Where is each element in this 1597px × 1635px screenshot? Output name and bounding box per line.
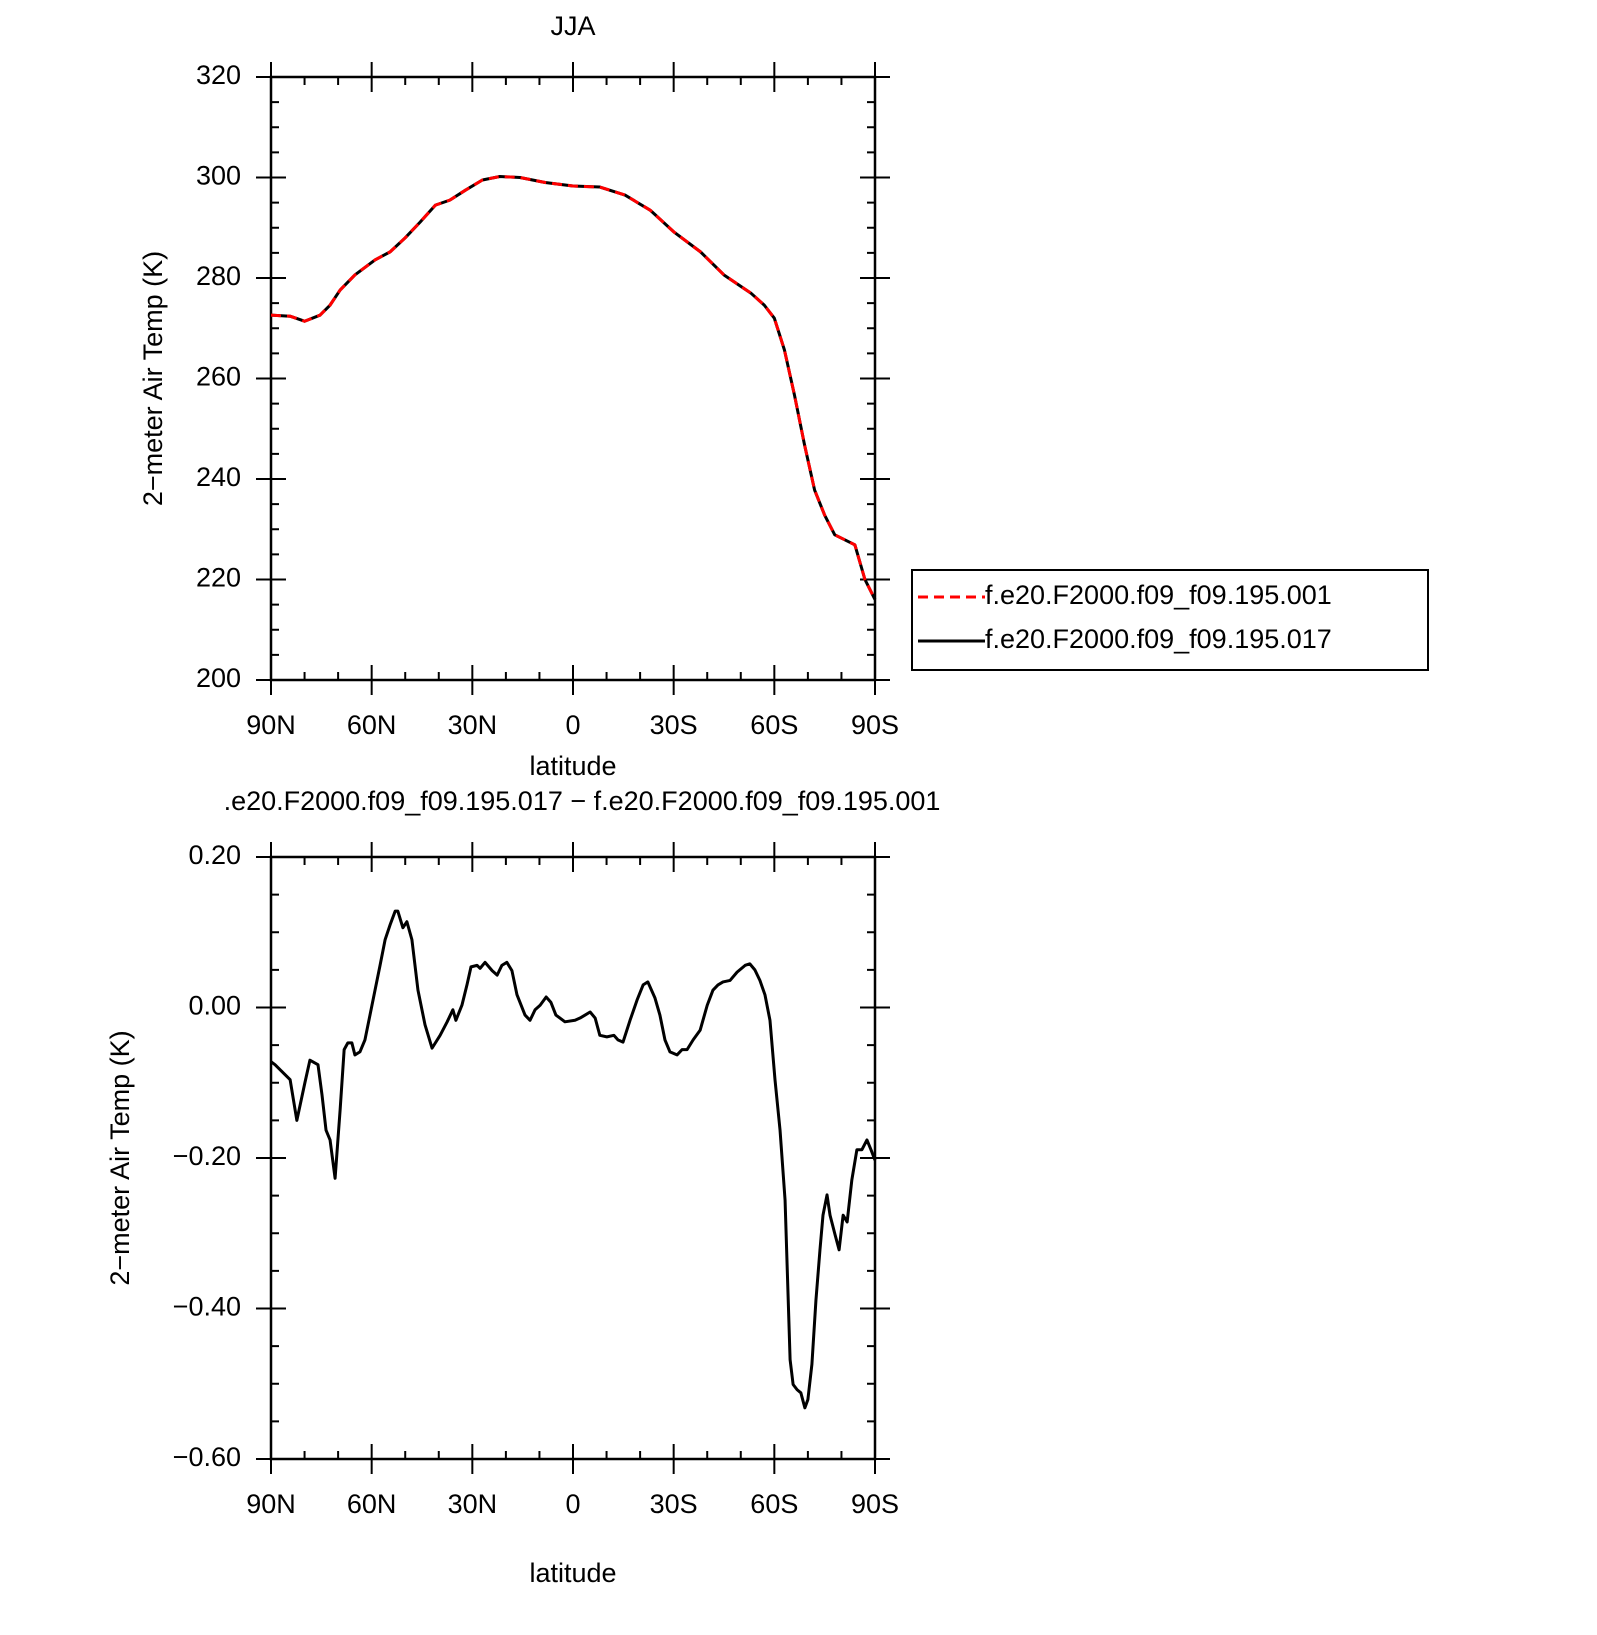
y-tick-label: 0.00	[188, 991, 241, 1021]
y-axis-label: 2−meter Air Temp (K)	[105, 1030, 135, 1285]
legend-label: f.e20.F2000.f09_f09.195.001	[985, 580, 1332, 610]
y-tick-label: −0.40	[173, 1292, 241, 1322]
y-tick-label: −0.60	[173, 1442, 241, 1472]
y-tick-label: 0.20	[188, 840, 241, 870]
y-tick-label: 320	[196, 60, 241, 90]
x-tick-label: 90S	[851, 1489, 899, 1519]
x-tick-label: 60N	[347, 1489, 397, 1519]
data-line	[270, 175, 877, 601]
x-tick-label: 0	[565, 710, 580, 740]
y-tick-label: 200	[196, 663, 241, 693]
x-tick-label: 30N	[448, 1489, 498, 1519]
chart-title: .e20.F2000.f09_f09.195.017 − f.e20.F2000…	[224, 786, 941, 816]
x-tick-label: 30S	[650, 1489, 698, 1519]
x-tick-label: 60S	[750, 710, 798, 740]
y-tick-label: −0.20	[173, 1141, 241, 1171]
x-tick-label: 30S	[650, 710, 698, 740]
x-tick-label: 60S	[750, 1489, 798, 1519]
x-tick-label: 60N	[347, 710, 397, 740]
y-axis-label: 2−meter Air Temp (K)	[138, 251, 168, 506]
x-axis-label: latitude	[529, 751, 616, 781]
plot-frame	[269, 75, 877, 682]
x-tick-label: 90S	[851, 710, 899, 740]
legend-label: f.e20.F2000.f09_f09.195.017	[985, 624, 1332, 654]
plot-frame	[269, 855, 877, 1461]
x-tick-label: 0	[565, 1489, 580, 1519]
x-tick-label: 30N	[448, 710, 498, 740]
x-axis-label: latitude	[529, 1558, 616, 1588]
data-line	[270, 909, 877, 1410]
x-tick-label: 90N	[246, 1489, 296, 1519]
chart-title: JJA	[550, 11, 595, 41]
data-line	[270, 175, 877, 601]
y-tick-label: 280	[196, 261, 241, 291]
y-tick-label: 260	[196, 362, 241, 392]
x-tick-label: 90N	[246, 710, 296, 740]
legend-box	[911, 569, 1429, 671]
y-tick-label: 240	[196, 462, 241, 492]
y-tick-label: 220	[196, 563, 241, 593]
y-tick-label: 300	[196, 161, 241, 191]
